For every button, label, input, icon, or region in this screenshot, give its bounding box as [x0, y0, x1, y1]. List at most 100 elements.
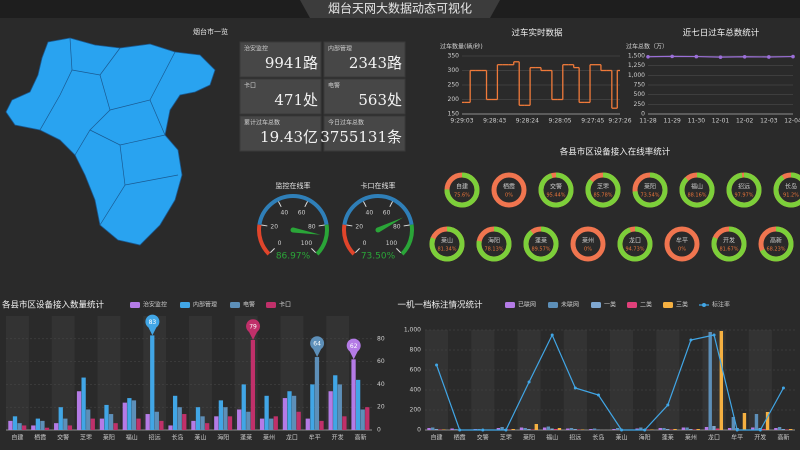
y-tick-label: 0 — [417, 427, 421, 434]
bar — [273, 416, 278, 430]
bar — [22, 425, 27, 430]
x-tick-label: 11-30 — [688, 118, 706, 125]
line-series — [435, 333, 784, 431]
bar — [108, 414, 114, 430]
bar — [319, 420, 324, 430]
gauge-hub — [375, 227, 381, 233]
x-tick-label: 招远 — [569, 434, 581, 442]
x-tick-label: 龙口 — [708, 434, 720, 442]
bar — [731, 417, 736, 430]
kpi-value: 3755131条 — [320, 128, 402, 146]
bar — [122, 402, 127, 430]
bar — [246, 411, 251, 430]
bar — [431, 427, 435, 430]
legend-label: 内部管理 — [193, 301, 217, 309]
gauge-needle — [292, 227, 321, 235]
legend-label: 标注率 — [712, 301, 730, 309]
bar — [291, 395, 297, 430]
ring-label: 交警 — [550, 183, 562, 191]
x-tick-label: 海阳 — [217, 434, 229, 442]
bar — [145, 414, 150, 430]
bar — [76, 391, 82, 430]
bar — [314, 357, 320, 430]
bar — [557, 428, 562, 430]
line-point — [550, 333, 554, 337]
bar — [360, 409, 365, 430]
bar — [454, 429, 458, 430]
bar — [689, 429, 693, 430]
kpi-label: 内部管理 — [328, 45, 352, 53]
map-border — [74, 74, 111, 156]
bar — [715, 428, 720, 430]
kpi-tile — [239, 41, 322, 78]
stripe — [189, 316, 212, 430]
y-tick-label: 80 — [377, 335, 385, 342]
y-axis-label: 过车总数（万） — [626, 43, 668, 51]
page-title: 烟台天网大数据动态可视化 — [328, 1, 472, 16]
line-point — [573, 386, 577, 390]
ring-value: 95.44% — [546, 193, 565, 199]
legend-swatch — [180, 302, 190, 308]
ring-value: 85.78% — [593, 193, 612, 199]
bar — [99, 418, 105, 430]
stripe — [610, 330, 634, 430]
legend-label: 电警 — [243, 301, 255, 309]
ring-value: 78.13% — [484, 247, 503, 253]
x-tick-label: 招远 — [149, 434, 161, 442]
bar — [159, 420, 164, 430]
ring-label: 海阳 — [488, 237, 500, 245]
x-tick-label: 莱山 — [616, 434, 628, 442]
gauge-tick-label: 100 — [301, 240, 313, 247]
stripe — [143, 316, 167, 430]
y-tick-label: 500 — [634, 91, 646, 98]
y-tick-label: 1,000 — [404, 327, 421, 334]
bar — [589, 429, 593, 430]
bar — [523, 428, 527, 430]
bar — [264, 395, 269, 430]
legend-swatch — [702, 303, 706, 307]
x-tick-label: 长岛 — [172, 434, 184, 442]
x-tick-label: 长岛 — [592, 434, 604, 442]
kpi-value: 9941路 — [265, 54, 318, 72]
bar — [685, 427, 689, 430]
bar — [569, 428, 574, 430]
bar — [365, 407, 370, 430]
gauge-band — [257, 194, 329, 226]
bar — [259, 418, 265, 430]
gauge-band — [342, 194, 414, 226]
y-tick-label: 0 — [377, 427, 381, 434]
y-tick-label: 150 — [448, 111, 460, 118]
ring-track — [570, 226, 606, 262]
line-point — [504, 428, 508, 432]
legend-label: 一类 — [604, 301, 616, 309]
ring-value: 81.34% — [437, 247, 456, 253]
bar — [172, 395, 178, 430]
gauge-title: 监控在线率 — [276, 181, 311, 190]
bar — [496, 428, 501, 430]
bar — [708, 332, 712, 430]
bar — [554, 429, 558, 430]
max-pin-label: 79 — [249, 323, 257, 330]
max-pin-label: 64 — [313, 341, 321, 348]
x-tick-label: 莱山 — [194, 434, 206, 442]
bar — [665, 429, 670, 430]
ring-arc — [538, 172, 574, 208]
kpi-tile — [239, 115, 322, 152]
gauge-tick — [270, 248, 275, 253]
bar — [751, 427, 755, 430]
bar — [241, 384, 246, 430]
ring-label: 长岛 — [785, 183, 797, 191]
ring-value: 89.57% — [531, 247, 550, 253]
bar — [250, 339, 256, 430]
bar — [223, 407, 228, 430]
y-axis-label: 过车数量(辆/秒) — [440, 43, 483, 51]
stripe — [471, 330, 495, 430]
line-point — [620, 428, 624, 432]
bar — [527, 429, 531, 430]
ring-label: 莱州 — [582, 237, 594, 245]
line-point — [767, 55, 771, 59]
gauge-tick — [261, 224, 268, 227]
bar — [104, 404, 109, 430]
